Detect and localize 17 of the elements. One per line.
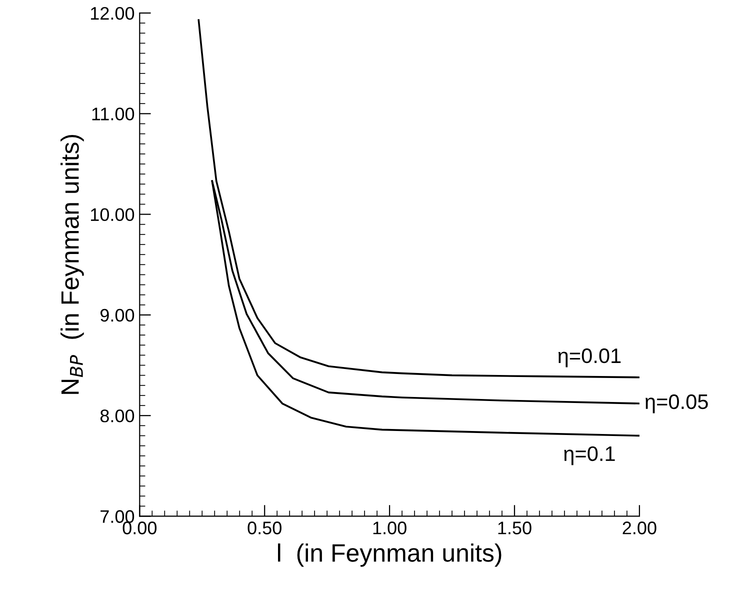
y-tick-label: 8.00 (100, 410, 134, 422)
x-tick-label: 1.00 (373, 522, 406, 534)
x-tick-label: 0.50 (248, 522, 282, 534)
y-tick-label: 12.00 (90, 6, 134, 20)
series-label: η=0.01 (558, 348, 621, 368)
y-tick-label: 7.00 (100, 510, 134, 523)
y-tick-label: 11.00 (92, 108, 134, 120)
x-tick-label: 1.50 (498, 522, 532, 534)
line-series (198, 19, 640, 378)
series-label: η=0.05 (646, 394, 708, 414)
y-tick-label: 9.00 (100, 308, 134, 322)
y-axis-title: N$_{BP}$ (in Feynman units) (60, 134, 84, 394)
y-tick-label: 10.00 (90, 208, 134, 222)
series-label: η=0.1 (564, 446, 615, 466)
x-tick-label: 2.00 (622, 522, 656, 534)
x-tick-label: 0.00 (122, 522, 157, 534)
x-axis-title: l (in Feynman units) (278, 543, 502, 567)
